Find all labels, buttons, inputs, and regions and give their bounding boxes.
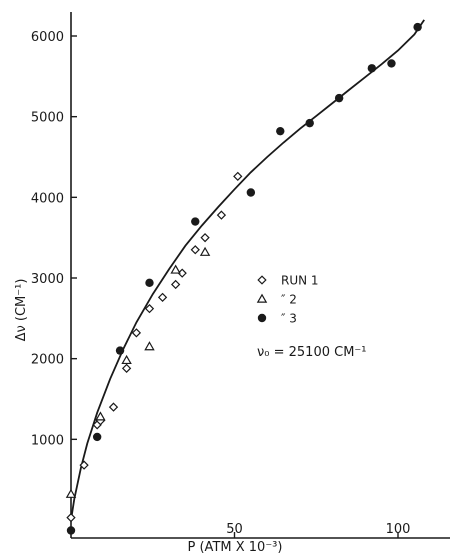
data-point-open-diamond bbox=[170, 279, 181, 290]
legend-marker-open-triangle bbox=[256, 293, 268, 303]
y-ticks: 1000 2000 3000 4000 5000 6000 bbox=[31, 30, 77, 448]
axes bbox=[70, 12, 450, 539]
data-point-open-triangle bbox=[144, 341, 155, 351]
data-point-filled-circle bbox=[191, 217, 200, 226]
legend-label: ″ 2 bbox=[281, 293, 297, 307]
data-points bbox=[65, 22, 422, 535]
y-tick-label: 6000 bbox=[31, 30, 64, 45]
y-axis-title: Δν (CM⁻¹) bbox=[14, 279, 29, 342]
y-tick-label: 4000 bbox=[31, 191, 64, 206]
data-point-open-diamond bbox=[66, 512, 76, 523]
data-point-filled-circle bbox=[145, 278, 154, 288]
legend-label: RUN 1 bbox=[281, 274, 319, 288]
nu-zero-annotation: ν₀ = 25100 CM⁻¹ bbox=[257, 345, 366, 360]
y-tick-label: 1000 bbox=[31, 433, 64, 448]
y-tick-label: 2000 bbox=[31, 353, 64, 368]
data-point-open-diamond bbox=[190, 245, 200, 255]
data-point-filled-circle bbox=[387, 59, 396, 68]
x-tick-label: 50 bbox=[226, 522, 243, 537]
data-point-filled-circle bbox=[66, 526, 76, 535]
data-point-open-triangle bbox=[199, 246, 211, 256]
legend-label: ″ 3 bbox=[281, 312, 297, 326]
legend: RUN 1 ″ 2 ″ 3 bbox=[256, 274, 319, 326]
fit-curve bbox=[70, 19, 425, 521]
x-axis-title: P (ATM X 10⁻³) bbox=[188, 540, 283, 555]
data-point-filled-circle bbox=[276, 126, 285, 136]
data-point-open-diamond bbox=[216, 210, 227, 220]
data-point-open-triangle bbox=[170, 264, 181, 274]
data-point-open-diamond bbox=[233, 171, 243, 182]
x-ticks: 50 100 bbox=[226, 522, 410, 538]
data-point-filled-circle bbox=[305, 118, 314, 128]
data-point-filled-circle bbox=[92, 432, 102, 442]
data-point-open-diamond bbox=[144, 304, 155, 314]
data-point-open-diamond bbox=[200, 233, 210, 243]
data-point-open-triangle bbox=[95, 411, 106, 421]
data-point-filled-circle bbox=[413, 22, 422, 32]
data-point-open-diamond bbox=[121, 363, 132, 373]
data-point-filled-circle bbox=[115, 346, 125, 355]
legend-marker-filled-circle bbox=[257, 313, 267, 323]
data-point-filled-circle bbox=[367, 64, 377, 73]
data-point-open-diamond bbox=[131, 328, 142, 338]
data-point-filled-circle bbox=[246, 188, 256, 197]
y-tick-label: 3000 bbox=[31, 272, 64, 287]
data-point-open-triangle bbox=[65, 488, 77, 498]
data-point-open-diamond bbox=[157, 292, 168, 303]
data-point-open-diamond bbox=[108, 402, 119, 412]
data-point-open-diamond bbox=[79, 460, 89, 470]
data-point-filled-circle bbox=[334, 93, 344, 103]
x-tick-label: 100 bbox=[386, 522, 411, 537]
y-tick-label: 5000 bbox=[31, 111, 64, 126]
legend-marker-open-diamond bbox=[257, 275, 267, 285]
data-point-open-triangle bbox=[121, 354, 132, 365]
